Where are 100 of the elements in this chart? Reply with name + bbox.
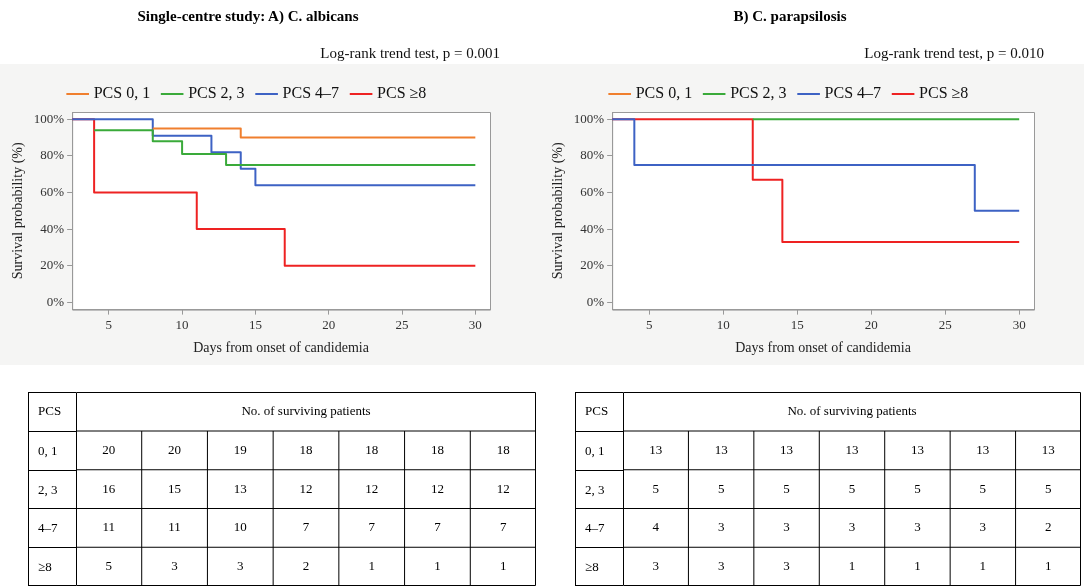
data-label: 13 [780,441,794,457]
data-label: 12 [496,480,510,496]
y-tick-label: 60% [40,183,65,199]
y-tick-label: 4–7 [576,508,624,548]
data-label: 11 [168,519,181,535]
data-label: 3 [652,558,659,574]
data-label: 18 [496,441,510,457]
y-tick-label: 4–7 [29,508,77,548]
data-label: 3 [848,519,856,535]
data-label: 5 [914,480,921,496]
legend-label: PCS 2, 3 [188,84,245,102]
y-axis-title: Survival probability (%) [550,142,567,280]
data-label: 1 [434,558,441,574]
data-label: 2 [302,558,310,574]
data-label: 11 [102,519,116,535]
data-label: 13 [910,441,924,457]
chart-title: Single-centre study: A) C. albicans [137,7,359,25]
x-tick-label: 10 [716,316,730,332]
legend-label: PCS ≥8 [919,84,969,102]
y-tick-label: 0, 1 [29,430,77,470]
chart-title: No. of surviving patients [787,402,917,418]
y-tick-label: 40% [580,220,605,236]
y-axis-title: PCS [37,402,63,420]
data-label: 7 [302,519,310,535]
chart-title: B) C. parapsilosis [733,7,847,25]
data-label: 1 [499,558,507,574]
legend-label: PCS 2, 3 [730,84,787,102]
x-axis-title: Days from onset of candidemia [735,340,912,356]
data-label: 1 [979,558,987,574]
y-tick-label: 0% [46,293,65,309]
x-tick-label: 30 [468,316,482,332]
data-label: 5 [717,480,725,496]
data-label: 3 [237,558,244,574]
y-tick-label: 0% [586,293,605,309]
data-label: 13 [976,441,990,457]
y-tick-label: 80% [40,147,65,163]
data-label: 13 [233,480,247,496]
data-label: 18 [365,441,379,457]
data-label: 3 [914,519,921,535]
data-label: 1 [1045,558,1052,574]
y-tick-label: 60% [580,183,605,199]
y-tick-label: 20% [580,257,605,273]
data-label: 3 [783,519,790,535]
data-label: 5 [979,480,987,496]
data-label: 3 [171,558,178,574]
chart-title: No. of surviving patients [241,402,371,418]
x-tick-label: 25 [938,316,952,332]
legend-label: PCS 4–7 [824,84,882,102]
data-label: 3 [979,519,987,535]
y-tick-label: 100% [573,110,605,126]
data-label: 15 [168,480,182,496]
data-label: 5 [652,480,659,496]
data-label: 13 [649,441,663,457]
data-label: 5 [1045,480,1052,496]
y-tick-label: 100% [33,110,65,126]
data-label: 18 [430,441,444,457]
data-label: 12 [430,480,444,496]
data-label: 13 [1041,441,1055,457]
legend-label: PCS 4–7 [282,84,340,102]
data-label: 20 [102,441,116,457]
x-tick-label: 15 [248,316,262,332]
data-label: 10 [233,519,247,535]
x-tick-label: 25 [395,316,409,332]
text: Log-rank trend test, p = 0.010 [864,45,1044,61]
data-label: 2 [1045,519,1052,535]
data-label: 5 [848,480,856,496]
text: Log-rank trend test, p = 0.001 [320,45,500,61]
data-label: 1 [848,558,856,574]
y-tick-label: 2, 3 [576,469,624,509]
y-tick-label: 2, 3 [29,469,77,509]
y-tick-label: 0, 1 [576,430,624,470]
data-label: 7 [499,519,507,535]
data-label: 1 [368,558,375,574]
x-tick-label: 5 [105,316,113,332]
x-tick-label: 5 [645,316,653,332]
y-tick-label: 20% [40,257,65,273]
y-tick-label: ≥8 [576,547,624,586]
data-label: 18 [299,441,313,457]
y-tick-label: 40% [40,220,65,236]
data-label: 12 [365,480,379,496]
legend-label: PCS 0, 1 [93,84,151,102]
data-label: 13 [845,441,859,457]
data-label: 12 [299,480,313,496]
data-label: 3 [783,558,790,574]
x-tick-label: 10 [175,316,189,332]
y-tick-label: ≥8 [29,547,77,586]
data-label: 5 [783,480,790,496]
data-label: 19 [233,441,247,457]
x-tick-label: 20 [864,316,878,332]
legend-label: PCS ≥8 [377,84,427,102]
data-label: 7 [368,519,376,535]
data-label: 3 [717,519,725,535]
legend-label: PCS 0, 1 [635,84,693,102]
data-label: 13 [714,441,728,457]
data-label: 3 [717,558,725,574]
x-axis-title: Days from onset of candidemia [193,340,370,356]
y-axis-title: Survival probability (%) [10,142,27,280]
data-label: 1 [914,558,921,574]
y-axis-title: PCS [584,402,610,420]
y-tick-label: 80% [580,147,605,163]
